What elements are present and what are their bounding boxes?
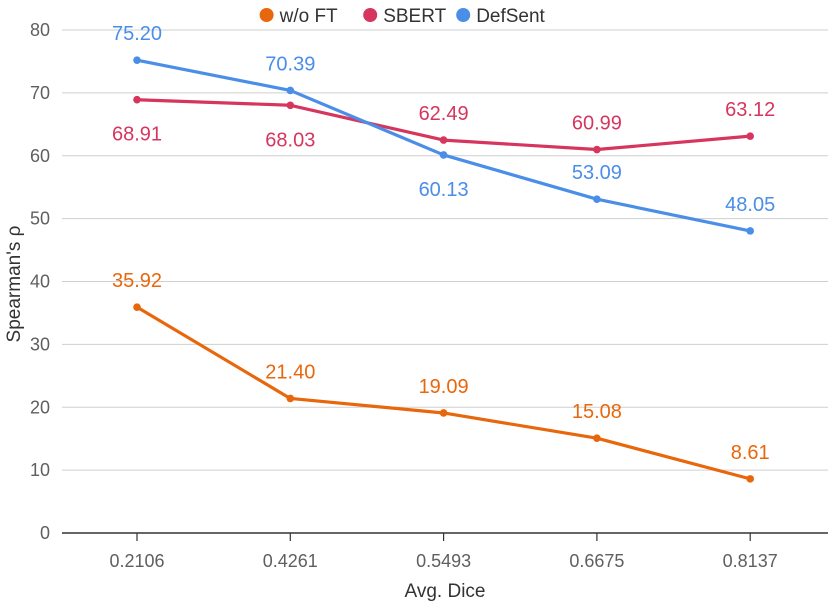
data-point-defsent bbox=[746, 227, 754, 235]
legend-marker-sbert bbox=[363, 8, 378, 22]
y-tick-label: 50 bbox=[30, 209, 50, 229]
data-label-defsent: 60.13 bbox=[419, 179, 469, 201]
data-point-w-o-ft bbox=[593, 434, 601, 442]
data-label-sbert: 62.49 bbox=[419, 103, 469, 125]
x-axis-title: Avg. Dice bbox=[405, 581, 486, 602]
data-point-w-o-ft bbox=[133, 303, 141, 311]
data-labels: 35.92 21.40 19.09 15.08 8.61 68.91 68.03 62.49 6… bbox=[112, 23, 775, 464]
data-label-w-o-ft: 8.61 bbox=[731, 442, 770, 464]
data-label-sbert: 68.91 bbox=[112, 124, 162, 146]
data-label-defsent: 48.05 bbox=[725, 194, 775, 216]
data-label-defsent: 70.39 bbox=[265, 53, 315, 75]
data-point-w-o-ft bbox=[286, 394, 295, 403]
data-point-sbert bbox=[439, 136, 448, 144]
legend-marker-w-o-ft bbox=[259, 8, 274, 22]
data-point-defsent bbox=[439, 151, 448, 159]
data-label-sbert: 68.03 bbox=[265, 129, 315, 151]
y-axis-title: Spearman's ρ bbox=[4, 225, 25, 342]
data-point-defsent bbox=[593, 195, 601, 203]
x-tick-label: 0.4261 bbox=[263, 551, 318, 571]
legend-label-sbert: SBERT bbox=[383, 6, 446, 27]
y-tick-label: 20 bbox=[30, 397, 50, 417]
data-label-sbert: 60.99 bbox=[572, 113, 622, 135]
data-label-w-o-ft: 21.40 bbox=[265, 361, 315, 383]
legend-label-w-o-ft: w/o FT bbox=[279, 6, 338, 27]
data-point-defsent bbox=[133, 56, 141, 64]
y-tick-label: 70 bbox=[30, 83, 50, 103]
legend: w/o FT SBERT DefSent bbox=[259, 6, 546, 27]
data-point-sbert bbox=[133, 95, 141, 104]
data-point-w-o-ft bbox=[746, 475, 754, 483]
grid-lines bbox=[62, 29, 828, 534]
y-tick-label: 40 bbox=[30, 272, 50, 292]
x-tick-label: 0.8137 bbox=[723, 551, 778, 571]
y-tick-label: 10 bbox=[30, 460, 50, 480]
data-point-w-o-ft bbox=[439, 409, 448, 417]
series-lines bbox=[133, 56, 754, 483]
data-point-defsent bbox=[286, 86, 295, 95]
legend-label-defsent: DefSent bbox=[476, 6, 545, 27]
y-tick-label: 80 bbox=[30, 20, 50, 40]
y-tick-label: 0 bbox=[40, 523, 50, 543]
y-axis-ticks: 0 10 20 30 40 50 60 70 80 bbox=[30, 20, 50, 543]
x-axis-ticks: 0.2106 0.4261 0.5493 0.6675 0.8137 bbox=[109, 533, 778, 571]
legend-marker-defsent bbox=[456, 8, 471, 22]
data-label-w-o-ft: 35.92 bbox=[112, 270, 162, 292]
data-label-w-o-ft: 15.08 bbox=[572, 401, 622, 423]
y-tick-label: 60 bbox=[30, 146, 50, 166]
data-point-sbert bbox=[286, 101, 295, 110]
data-label-defsent: 53.09 bbox=[572, 162, 622, 184]
data-point-sbert bbox=[593, 145, 601, 154]
x-tick-label: 0.6675 bbox=[569, 551, 624, 571]
data-label-w-o-ft: 19.09 bbox=[419, 376, 469, 398]
y-tick-label: 30 bbox=[30, 334, 50, 354]
data-label-defsent: 75.20 bbox=[112, 23, 162, 45]
x-tick-label: 0.2106 bbox=[109, 551, 164, 571]
data-label-sbert: 63.12 bbox=[725, 99, 775, 121]
x-tick-label: 0.5493 bbox=[416, 551, 471, 571]
data-point-sbert bbox=[746, 132, 754, 140]
